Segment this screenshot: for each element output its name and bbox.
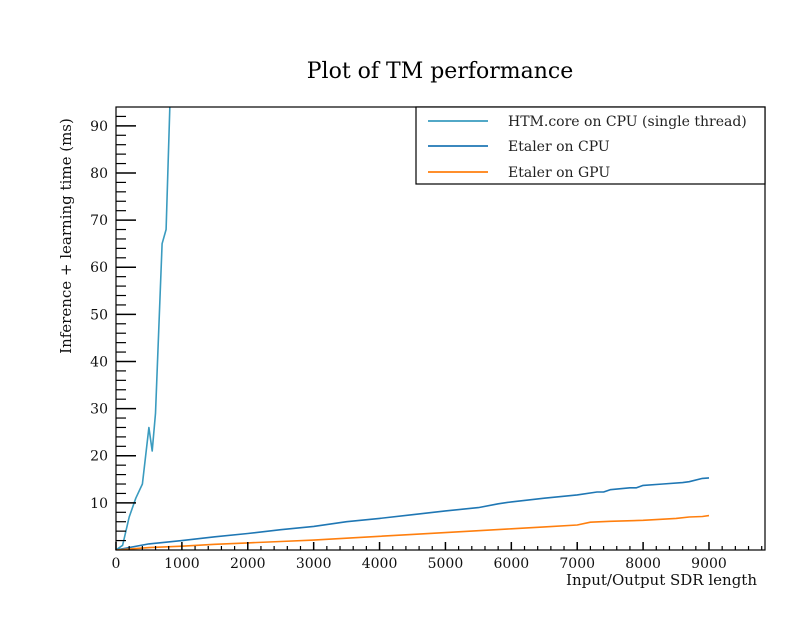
y-tick-label-50: 50: [90, 307, 108, 323]
ticks-layer: 0 1000 2000 3000 4000 5000 6000 7000 8000 9000 10 2…: [90, 115, 763, 572]
legend-label-etaler-cpu: Etaler on CPU: [508, 139, 610, 155]
y-tick-label-20: 20: [90, 449, 108, 465]
series-layer: [116, 107, 710, 550]
x-tick-label-4000: 4000: [362, 556, 398, 572]
series-line-etaler-on-cpu: [116, 477, 710, 550]
y-tick-label-40: 40: [90, 354, 108, 370]
x-tick-label-2000: 2000: [230, 556, 266, 572]
y-tick-label-70: 70: [90, 213, 108, 229]
y-tick-label-80: 80: [90, 166, 108, 182]
x-tick-label-6000: 6000: [494, 556, 530, 572]
y-tick-label-30: 30: [90, 402, 108, 418]
x-tick-label-1000: 1000: [164, 556, 200, 572]
x-tick-label-5000: 5000: [428, 556, 464, 572]
x-tick-label-8000: 8000: [625, 556, 661, 572]
y-axis-label: Inference + learning time (ms): [57, 118, 75, 354]
chart-title: Plot of TM performance: [307, 59, 574, 84]
legend: HTM.core on CPU (single thread) Etaler o…: [415, 106, 766, 185]
legend-label-etaler-gpu: Etaler on GPU: [508, 165, 610, 181]
y-tick-label-60: 60: [90, 260, 108, 276]
x-tick-label-0: 0: [112, 556, 121, 572]
y-tick-label-10: 10: [90, 496, 108, 512]
x-axis-label: Input/Output SDR length: [566, 571, 757, 589]
y-tick-label-90: 90: [90, 119, 108, 135]
series-line-htm-core-on-cpu-single-thread: [116, 107, 171, 550]
legend-label-htm-core: HTM.core on CPU (single thread): [508, 114, 747, 130]
x-tick-label-3000: 3000: [296, 556, 332, 572]
x-tick-label-7000: 7000: [559, 556, 595, 572]
x-tick-label-9000: 9000: [691, 556, 727, 572]
series-line-etaler-on-gpu: [116, 514, 710, 550]
